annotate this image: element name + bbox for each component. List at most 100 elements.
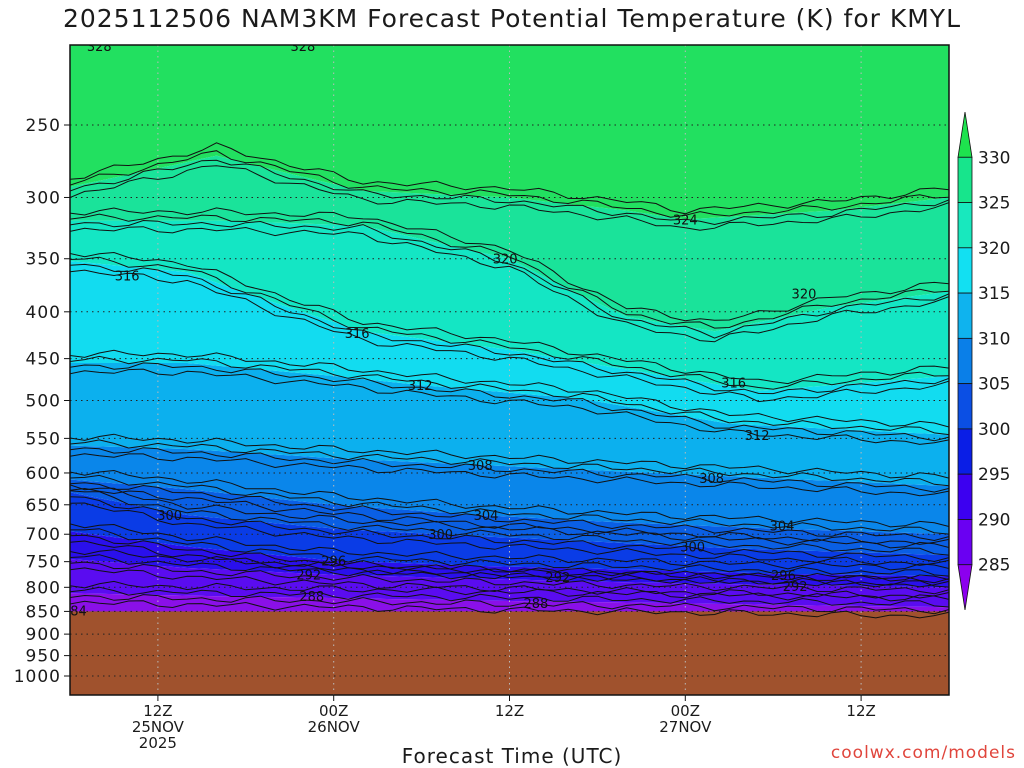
contour-line: [70, 561, 949, 595]
contour-line: [70, 368, 949, 445]
gridlines: [70, 45, 949, 695]
contour-label: 316: [721, 377, 746, 392]
y-tick-label: 850: [26, 602, 61, 622]
contour-line: [70, 487, 949, 545]
x-tick-label: 12Z: [846, 702, 875, 720]
colorbar-segment: [957, 111, 973, 158]
y-tick-label: 500: [26, 392, 61, 412]
contour-line: [70, 165, 949, 231]
contour-line: [70, 150, 949, 218]
y-tick-label: 650: [26, 496, 61, 516]
contour-line: [70, 355, 949, 436]
contour-line: [70, 439, 949, 487]
colorbar-segment: [957, 202, 973, 249]
colorbar-segment: [957, 383, 973, 430]
contour-line: [70, 447, 949, 493]
colorbar-label: 290: [978, 510, 1010, 530]
contour-line: [70, 213, 949, 329]
filled-band: [70, 220, 949, 391]
contour-line: [70, 219, 949, 339]
y-tick-label: 550: [26, 429, 61, 449]
contour-label: 304: [770, 520, 795, 535]
colorbar-segment: [957, 337, 973, 385]
contour-label: 300: [680, 541, 705, 556]
x-tick-label: 00Z: [319, 702, 348, 720]
contour-label: 304: [474, 509, 499, 524]
colorbar-segment: [957, 519, 973, 566]
colorbar-label: 305: [978, 375, 1010, 395]
contour-line: [70, 251, 949, 385]
y-tick-label: 400: [26, 303, 61, 323]
chart-title: 2025112506 NAM3KM Forecast Potential Tem…: [62, 4, 962, 33]
y-tick-label: 1000: [14, 667, 61, 687]
contour-label: 296: [771, 569, 796, 584]
contour-label: 308: [468, 459, 493, 474]
contour-label: 316: [345, 327, 370, 342]
contour-label: 328: [291, 40, 316, 55]
contour-line: [70, 362, 949, 442]
contour-label: 312: [408, 379, 433, 394]
colorbar-segment: [957, 428, 973, 475]
contour-label: 324: [673, 213, 698, 228]
contour-line: [70, 502, 949, 566]
x-tick-label: 2025: [139, 734, 177, 752]
contour-label: 312: [745, 429, 770, 444]
x-tick-label: 26NOV: [308, 718, 361, 736]
filled-band: [70, 479, 949, 556]
contour-line: [70, 207, 949, 322]
contour-line: [70, 528, 949, 577]
colorbar-segment: [957, 247, 973, 294]
contour-label: 288: [523, 597, 548, 612]
contour-line: [70, 482, 949, 542]
contour-label: 328: [87, 40, 112, 55]
y-tick-label: 900: [26, 625, 61, 645]
y-tick-label: 250: [26, 116, 61, 136]
y-tick-label: 450: [26, 350, 61, 370]
y-tick-label: 600: [26, 464, 61, 484]
colorbar-label: 330: [978, 148, 1010, 168]
contour-line: [70, 594, 949, 615]
contour-line: [70, 523, 949, 571]
contour-label: 300: [157, 509, 182, 524]
contour-label: 300: [428, 528, 453, 543]
y-tick-label: 750: [26, 553, 61, 573]
contour-label: 292: [783, 580, 808, 595]
y-tick-label: 300: [26, 188, 61, 208]
y-tick-label: 950: [26, 647, 61, 667]
x-tick-label: 25NOV: [132, 718, 185, 736]
colorbar-label: 295: [978, 465, 1010, 485]
colorbar-segment: [957, 292, 973, 339]
contour-line: [70, 226, 949, 343]
contour-line: [70, 496, 949, 563]
contour-line: [70, 580, 949, 602]
contour-line: [70, 453, 949, 497]
contour-label: 308: [699, 472, 724, 487]
colorbar-segment: [957, 156, 973, 203]
contour-line: [70, 474, 949, 535]
contour-line: [70, 554, 949, 588]
colorbar: 285 290 295 300 305 310 315 320 325 330: [957, 111, 1010, 611]
contour-line: [70, 159, 949, 226]
colorbar-label: 315: [978, 284, 1010, 304]
below-ground-area: [70, 611, 949, 695]
x-tick-label: 27NOV: [659, 718, 712, 736]
filled-band: [70, 45, 949, 220]
credit-link[interactable]: coolwx.com/models: [830, 743, 1016, 763]
x-axis-title: Forecast Time (UTC): [401, 744, 623, 768]
contour-line: [70, 534, 949, 584]
contour-line: [70, 269, 949, 403]
colorbar-label: 320: [978, 239, 1010, 259]
contour-line: [70, 540, 949, 588]
contour-label: 284: [62, 604, 87, 619]
contour-line: [70, 484, 949, 549]
contour-line: [70, 142, 949, 215]
contour-line: [70, 567, 949, 599]
contour-label: 292: [296, 569, 321, 584]
x-tick-label: 12Z: [143, 702, 172, 720]
colorbar-label: 325: [978, 194, 1010, 214]
colorbar-label: 310: [978, 329, 1010, 349]
